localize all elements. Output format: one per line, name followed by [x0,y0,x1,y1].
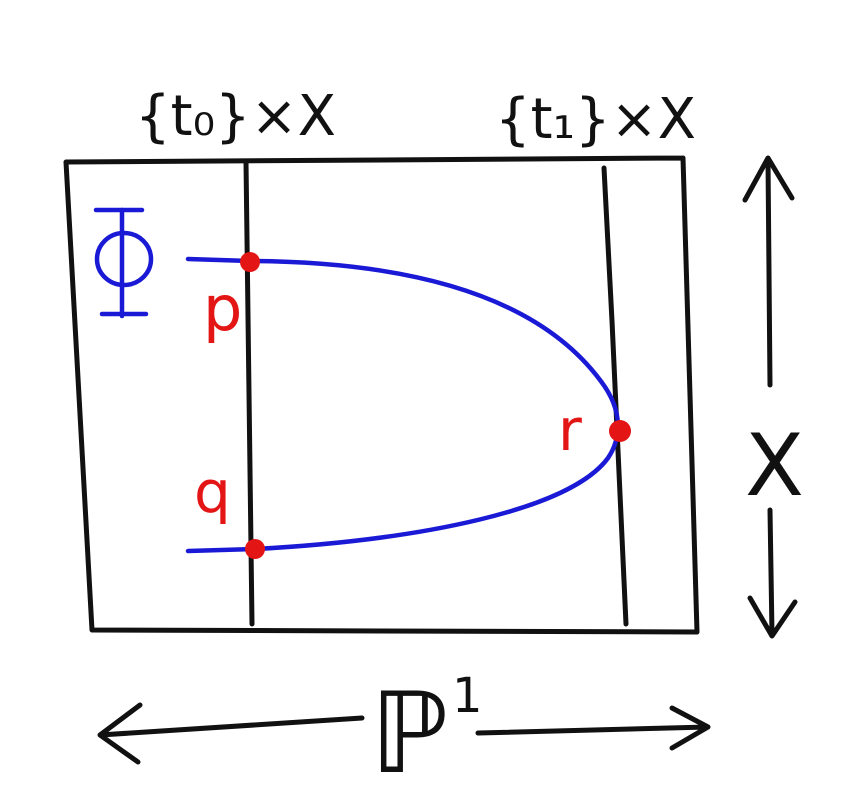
fiber-label-t1: {t₁}×X [495,87,696,152]
point-p-label: p [203,272,242,345]
product-rectangle [63,155,700,635]
point-r-marker [609,420,631,442]
fiber-line-t1 [601,165,629,627]
base-arrow-right [475,705,711,751]
base-label-sup: 1 [452,668,483,724]
x-axis-arrow-upper [742,155,795,388]
point-q-marker [245,539,265,559]
fiber-label-t0: {t₀}×X [135,84,336,149]
base-label-p: ℙ [370,669,449,799]
phi-label: Φ [0,0,1,1]
point-r-label: r [558,396,582,464]
phi-symbol [93,207,154,319]
point-q-label: q [194,458,231,526]
space-label-x: X [745,416,804,516]
point-p-marker [240,252,260,272]
base-arrow-left [97,702,365,765]
x-axis-arrow-lower [747,507,798,639]
